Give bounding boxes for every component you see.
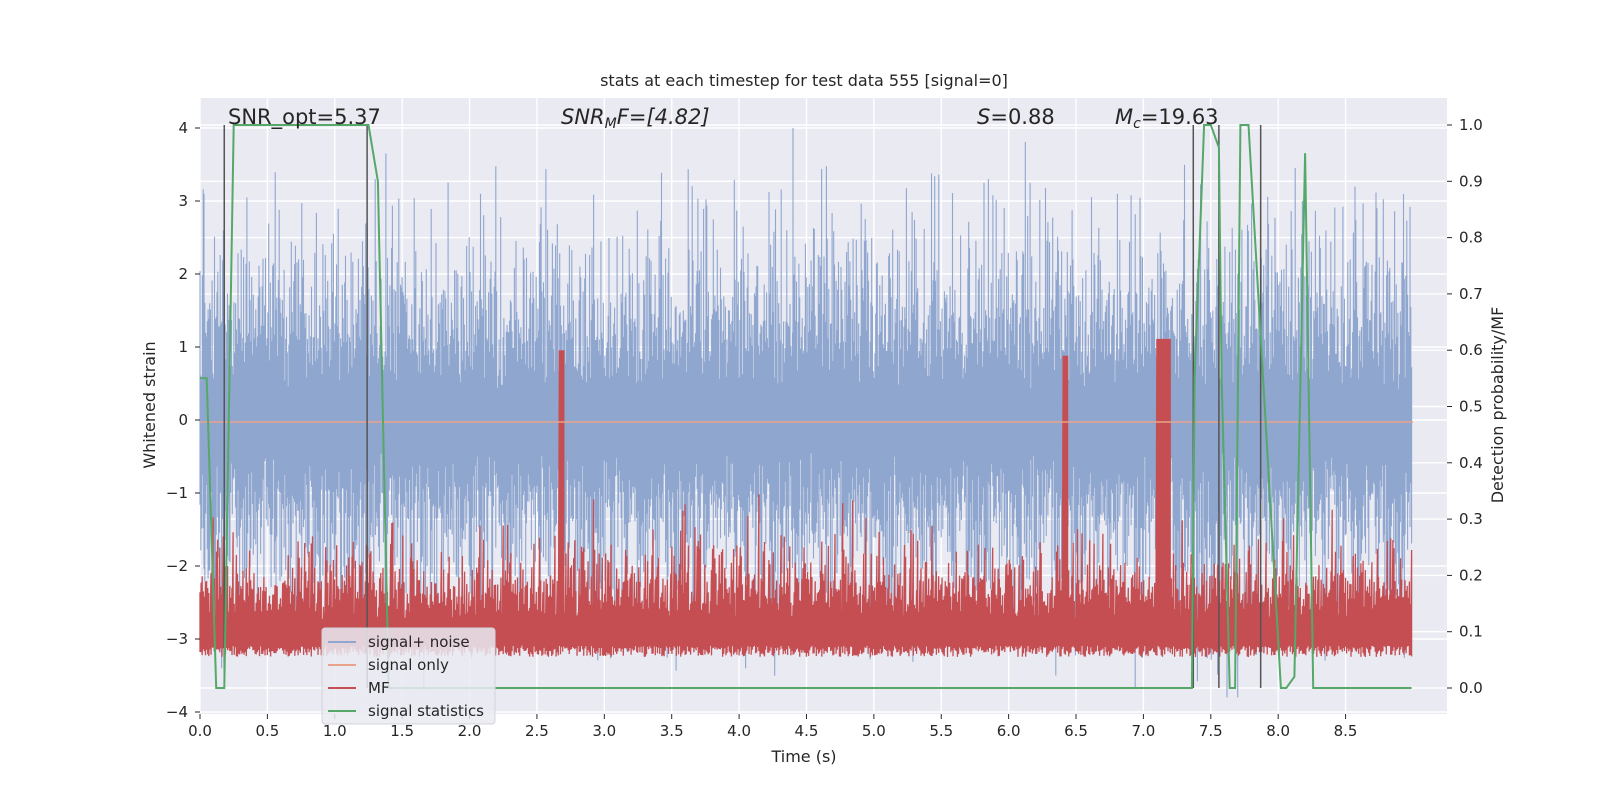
x-tick-label: 5.5	[929, 722, 953, 740]
x-tick-label: 8.5	[1334, 722, 1358, 740]
x-tick-label: 2.5	[525, 722, 549, 740]
legend-box	[321, 627, 496, 725]
legend-label: signal only	[368, 656, 449, 674]
x-tick-label: 0.0	[188, 722, 212, 740]
signal-statistics-line	[200, 124, 1412, 689]
mc-rest: =19.63	[1141, 105, 1219, 129]
y-right-tick-label: 0.6	[1459, 341, 1483, 359]
y-right-tick-label: 0.9	[1459, 172, 1483, 190]
y-right-axis-label: Detection probability/MF	[1488, 307, 1507, 504]
y-tick-label: −2	[166, 557, 188, 575]
x-tick-label: 6.0	[997, 722, 1021, 740]
y-tick-label: 0	[178, 411, 188, 429]
y-tick-label: −3	[166, 630, 188, 648]
x-tick-label: 4.0	[727, 722, 751, 740]
x-tick-label: 8.0	[1266, 722, 1290, 740]
y-ticks: 4 3 2 1 0 −1 −2 −3 −4	[166, 119, 200, 721]
legend-label: signal+ noise	[368, 633, 470, 651]
x-tick-label: 4.5	[795, 722, 819, 740]
x-tick-label: 6.5	[1064, 722, 1088, 740]
s-rest: =0.88	[990, 105, 1054, 129]
signal-noise-series	[199, 128, 1413, 698]
legend: signal+ noise signal only MF signal statist…	[321, 627, 496, 725]
y-tick-label: −4	[166, 703, 188, 721]
y-axis-label: Whitened strain	[140, 341, 159, 468]
x-ticks: 0.0 0.5 1.0 1.5 2.0 2.5 3.0 3.5 4.0 4.5 5.0 5.5 6.0 6…	[188, 714, 1357, 740]
y-tick-label: 3	[178, 192, 188, 210]
x-tick-label: 7.5	[1199, 722, 1223, 740]
y-right-tick-label: 0.7	[1459, 285, 1483, 303]
mc-sub: c	[1133, 116, 1141, 132]
x-tick-label: 7.0	[1131, 722, 1155, 740]
y-right-tick-label: 0.0	[1459, 679, 1483, 697]
y-right-tick-label: 0.1	[1459, 623, 1483, 641]
y-tick-label: 2	[178, 265, 188, 283]
y-right-tick-label: 0.5	[1459, 398, 1483, 416]
mf-trace	[199, 338, 1413, 658]
snr-mf-label: SNR	[561, 105, 605, 129]
s-label: S	[977, 105, 990, 129]
signal-statistics-series	[200, 124, 1412, 689]
y-right-tick-label: 0.2	[1459, 566, 1483, 584]
x-tick-label: 1.0	[323, 722, 347, 740]
legend-label: signal statistics	[368, 702, 484, 720]
y-tick-label: 1	[178, 338, 188, 356]
snr-opt-annotation: SNR_opt=5.37	[228, 105, 381, 130]
x-tick-label: 3.5	[660, 722, 684, 740]
noise-trace	[199, 128, 1413, 698]
chart-title: stats at each timestep for test data 555…	[600, 71, 1008, 90]
y-right-tick-label: 1.0	[1459, 116, 1483, 134]
legend-label: MF	[368, 679, 390, 697]
snr-mf-annotation: SNRMF=[4.82]	[561, 105, 710, 132]
x-tick-label: 3.0	[592, 722, 616, 740]
x-tick-label: 0.5	[255, 722, 279, 740]
x-tick-label: 2.0	[458, 722, 482, 740]
y-ticks-right: 1.0 0.9 0.8 0.7 0.6 0.5 0.4 0.3 0.2 0.1 0.0	[1447, 116, 1483, 697]
mf-series	[199, 338, 1413, 658]
snr-mf-sub: M	[605, 116, 617, 132]
mc-annotation: Mc=19.63	[1115, 105, 1219, 132]
y-tick-label: 4	[178, 119, 188, 137]
x-tick-label: 5.0	[862, 722, 886, 740]
s-annotation: S=0.88	[977, 105, 1055, 129]
y-right-tick-label: 0.4	[1459, 454, 1483, 472]
y-right-tick-label: 0.3	[1459, 510, 1483, 528]
y-tick-label: −1	[166, 484, 188, 502]
mc-label: M	[1115, 105, 1133, 129]
y-right-tick-label: 0.8	[1459, 229, 1483, 247]
snr-mf-rest: F=[4.82]	[617, 105, 710, 129]
x-axis-label: Time (s)	[770, 747, 836, 766]
x-tick-label: 1.5	[390, 722, 414, 740]
